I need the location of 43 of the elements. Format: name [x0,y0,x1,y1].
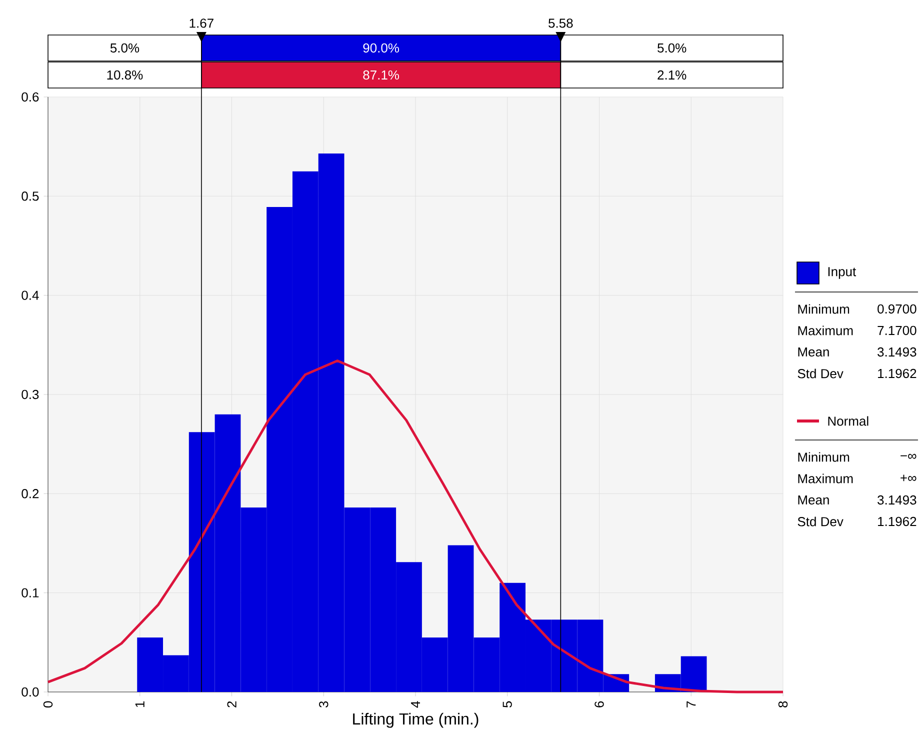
y-tick-label: 0.3 [22,390,39,400]
y-tick-label: 0.2 [22,489,39,498]
text: Std Dev [798,516,844,526]
text: −∞ [900,454,916,459]
y-tick-label: 0.1 [22,588,39,598]
y-tick-label: 0.5 [22,192,39,201]
x-tick-label: 8 [778,701,788,708]
text: 3.1493 [878,347,916,357]
text: 10.8% [107,70,143,80]
text: 3.1493 [878,495,916,505]
text: 1.1962 [878,368,916,378]
y-tick-label: 0.6 [22,92,39,102]
text: 5.0% [110,43,140,53]
x-tick-label: 6 [594,701,604,708]
text: 2.1% [658,70,686,80]
text: Minimum [798,304,850,314]
text: 90.0% [363,43,400,53]
y-tick-label: 0.4 [22,290,39,300]
text: 0.9700 [878,304,916,314]
x-tick-label: 7 [686,701,696,708]
legend-label: Normal [828,416,868,426]
text: 1.1962 [878,516,916,526]
x-tick-label: 4 [411,701,420,708]
x-tick-label: 0 [43,701,53,708]
text: Mean [798,495,829,505]
text: 87.1% [363,70,400,80]
y-tick-label: 0.0 [22,687,39,697]
text: Maximum [798,326,853,336]
x-tick-label: 3 [319,701,328,708]
x-tick-label: 1 [135,701,144,708]
ref-line-label: 1.67 [190,18,214,28]
text: 7.1700 [878,326,916,336]
text: Std Dev [798,368,844,378]
ref-line-label: 5.58 [548,18,573,28]
x-tick-label: 5 [502,701,512,708]
x-axis-title: Lifting Time (min.) [353,712,478,728]
text: Minimum [798,452,850,462]
x-tick-label: 2 [227,701,236,708]
text: 5.0% [658,43,686,53]
legend-label: Input [828,267,856,279]
text: Mean [798,347,829,357]
text: Maximum [798,474,853,484]
text: +∞ [900,474,916,482]
